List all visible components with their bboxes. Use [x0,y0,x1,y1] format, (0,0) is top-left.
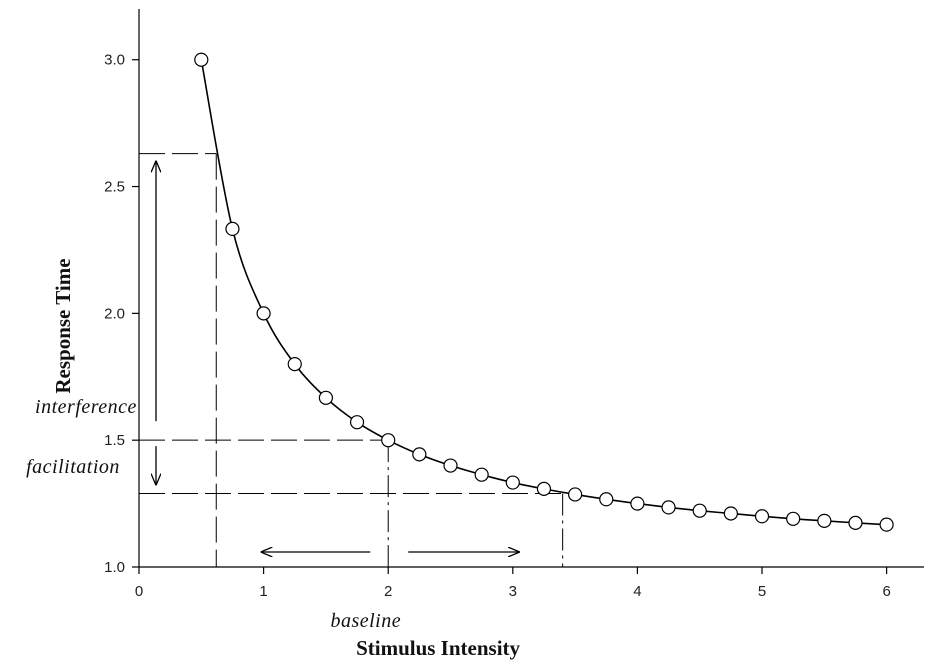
data-point [505,475,520,490]
plot-area: 0 1 2 3 4 5 6 1.0 1.5 2.0 2.5 3.0 [104,9,924,600]
x-tick-label: 1 [259,583,267,600]
data-point [599,492,614,507]
data-point [630,496,645,511]
data-point [692,503,707,518]
data-point [318,390,334,405]
x-axis-title: Stimulus Intensity [356,636,520,660]
data-point [817,513,832,528]
y-tick-label: 2.5 [104,179,125,196]
x-tick-label: 2 [384,583,392,600]
data-point [754,509,770,524]
data-point [879,517,894,532]
data-point [786,511,801,526]
data-point [381,433,396,448]
direction-arrows [156,162,519,552]
data-point [661,500,676,515]
y-tick-label: 2.0 [104,305,125,322]
y-tick-label: 1.0 [104,559,125,576]
x-tick-label: 3 [509,583,517,600]
x-ticks: 0 1 2 3 4 5 6 [135,567,891,600]
x-tick-label: 6 [882,583,890,600]
y-tick-label: 3.0 [104,52,125,69]
data-point [443,458,458,473]
y-ticks: 1.0 1.5 2.0 2.5 3.0 [104,52,139,576]
fitted-curve [200,59,887,526]
data-point [536,481,552,496]
data-markers [194,52,894,532]
data-point [568,487,583,502]
data-point [848,515,863,530]
x-tick-label: 4 [633,583,641,600]
data-point [349,415,365,430]
x-tick-label: 5 [758,583,766,600]
x-tick-label: 0 [135,583,143,600]
data-point [256,306,271,321]
data-point [194,52,209,67]
data-point [412,447,427,462]
guide-lines [139,153,564,567]
data-point [225,221,240,237]
interference-label: interference [35,396,137,418]
data-point [723,506,738,521]
data-point [474,467,489,482]
baseline-label: baseline [330,610,401,632]
y-tick-label: 1.5 [104,432,125,449]
data-point [287,356,302,372]
facilitation-label: facilitation [26,456,120,478]
y-axis-title: Response Time [51,258,75,393]
